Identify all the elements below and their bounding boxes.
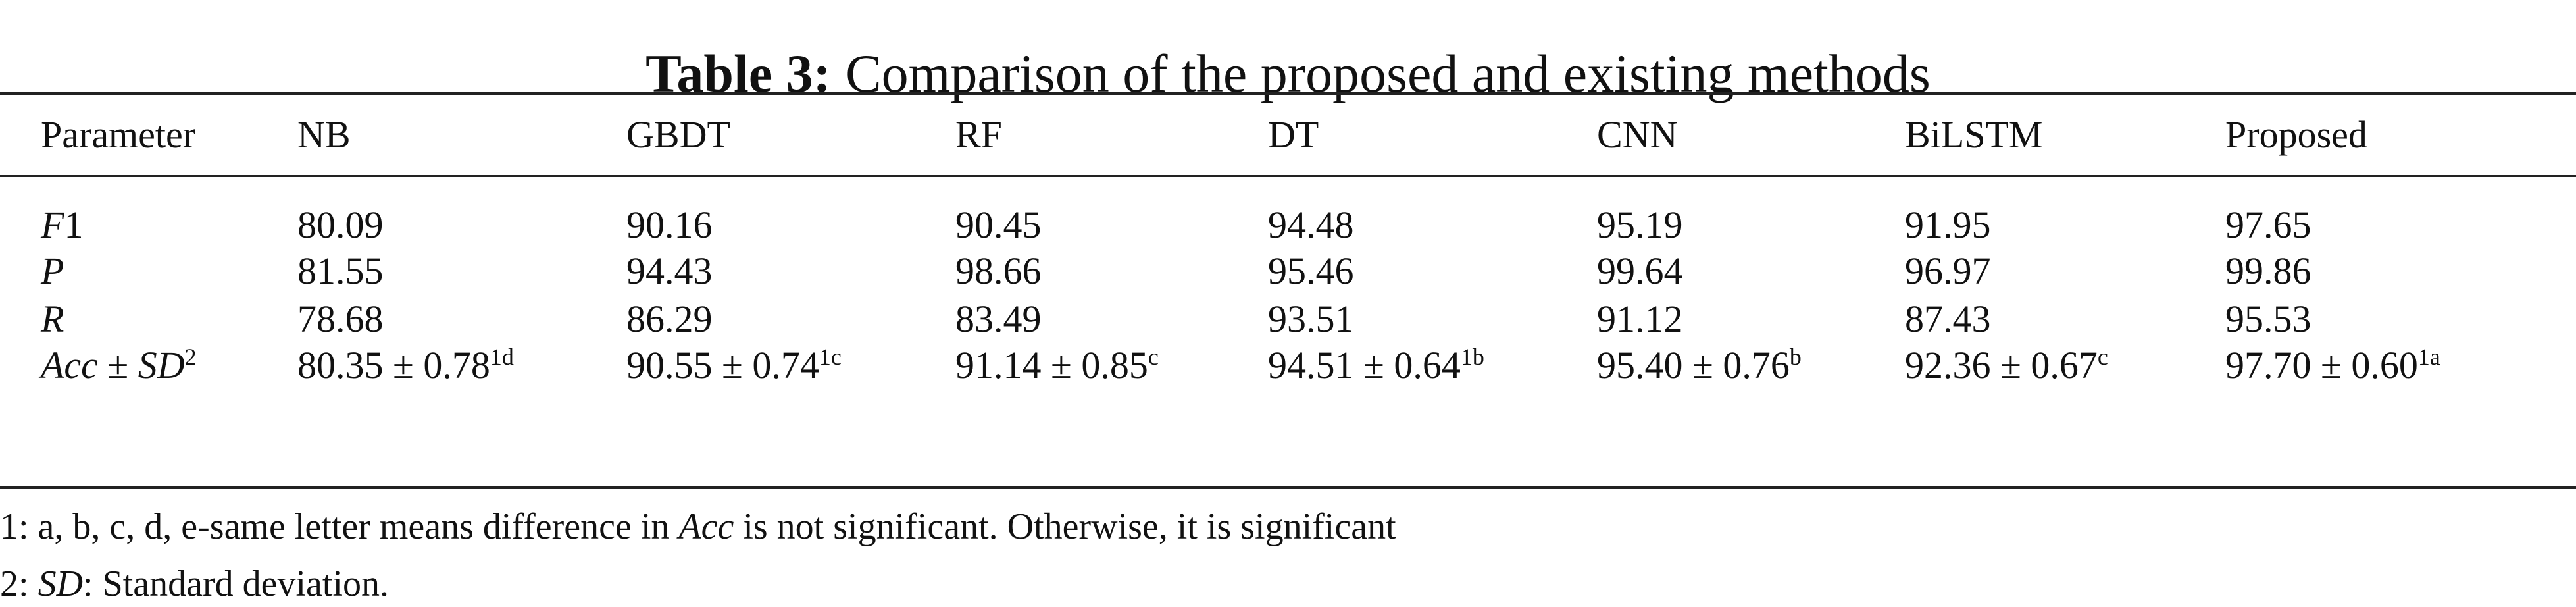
table-cell: 99.86 — [2225, 248, 2311, 294]
table-cell: 83.49 — [955, 296, 1042, 342]
footnote: 2: SD: Standard deviation. — [0, 561, 389, 607]
table-cell: 86.29 — [626, 296, 713, 342]
table-cell: 96.97 — [1905, 248, 1991, 294]
header-cell: BiLSTM — [1905, 113, 2043, 156]
cell-value: 80.09 — [297, 203, 384, 246]
header-cell: Parameter — [41, 113, 196, 156]
row-label: P — [41, 248, 64, 294]
text-piece: Acc — [41, 344, 98, 386]
footnote: 1: a, b, c, d, e-same letter means diffe… — [0, 504, 1396, 550]
cell-value: 95.46 — [1268, 250, 1354, 292]
cell-value: 94.43 — [626, 250, 713, 292]
top-rule — [0, 92, 2576, 95]
header-cell: NB — [297, 113, 351, 156]
cell-value: 90.55 ± 0.74 — [626, 344, 819, 386]
table-cell: 80.35 ± 0.781d — [297, 342, 514, 393]
text-piece: P — [41, 250, 64, 292]
table-cell: 80.09 — [297, 202, 384, 248]
cell-value: 94.51 ± 0.64 — [1268, 344, 1461, 386]
text-piece: Acc — [678, 506, 734, 547]
cell-value: 95.19 — [1597, 203, 1683, 246]
cell-superscript: 1a — [2417, 344, 2440, 371]
text-piece: R — [41, 298, 64, 340]
cell-value: 86.29 — [626, 298, 713, 340]
bottom-rule — [0, 486, 2576, 489]
table-cell: 94.43 — [626, 248, 713, 294]
cell-value: 80.35 ± 0.78 — [297, 344, 490, 386]
cell-superscript: 1b — [1460, 344, 1484, 371]
header-cell: Proposed — [2225, 113, 2367, 156]
cell-value: 91.12 — [1597, 298, 1683, 340]
text-piece: is not significant. Otherwise, it is sig… — [734, 506, 1396, 547]
cell-value: 83.49 — [955, 298, 1042, 340]
text-piece: F — [41, 203, 64, 246]
text-piece: ± — [97, 344, 138, 386]
cell-value: 91.95 — [1905, 203, 1991, 246]
table-cell: 91.95 — [1905, 202, 1991, 248]
table-cell: 87.43 — [1905, 296, 1991, 342]
table-cell: 94.51 ± 0.641b — [1268, 342, 1484, 393]
table-cell: 94.48 — [1268, 202, 1354, 248]
table-cell: 99.64 — [1597, 248, 1683, 294]
cell-superscript: 1c — [819, 344, 842, 371]
cell-value: 91.14 ± 0.85 — [955, 344, 1148, 386]
cell-value: 87.43 — [1905, 298, 1991, 340]
header-cell: GBDT — [626, 113, 730, 156]
cell-value: 78.68 — [297, 298, 384, 340]
table-cell: 93.51 — [1268, 296, 1354, 342]
cell-value: 96.97 — [1905, 250, 1991, 292]
cell-value: 95.53 — [2225, 298, 2311, 340]
text-piece: SD — [38, 564, 84, 604]
cell-value: 97.70 ± 0.60 — [2225, 344, 2418, 386]
cell-superscript: 1d — [490, 344, 514, 371]
table-title: Table 3: Comparison of the proposed and e… — [0, 41, 2576, 107]
table-cell: 95.53 — [2225, 296, 2311, 342]
header-cell: CNN — [1597, 113, 1678, 156]
cell-value: 94.48 — [1268, 203, 1354, 246]
table-cell: 78.68 — [297, 296, 384, 342]
text-piece: 1: a, b, c, d, e-same letter means diffe… — [0, 506, 679, 547]
text-piece: 2: — [0, 564, 38, 604]
cell-value: 93.51 — [1268, 298, 1354, 340]
table-cell: 97.65 — [2225, 202, 2311, 248]
table-cell: 90.55 ± 0.741c — [626, 342, 842, 393]
text-piece: 1 — [64, 203, 84, 246]
cell-value: 98.66 — [955, 250, 1042, 292]
table-cell: 90.16 — [626, 202, 713, 248]
table-cell: 81.55 — [297, 248, 384, 294]
cell-value: 92.36 ± 0.67 — [1905, 344, 2098, 386]
table-cell: 98.66 — [955, 248, 1042, 294]
text-piece: SD — [138, 344, 185, 386]
cell-value: 99.64 — [1597, 250, 1683, 292]
table-cell: 95.46 — [1268, 248, 1354, 294]
cell-superscript: c — [2097, 344, 2108, 371]
cell-value: 81.55 — [297, 250, 384, 292]
cell-value: 97.65 — [2225, 203, 2311, 246]
cell-value: 99.86 — [2225, 250, 2311, 292]
table-cell: 90.45 — [955, 202, 1042, 248]
header-cell: RF — [955, 113, 1002, 156]
text-piece: : Standard deviation. — [83, 564, 390, 604]
cell-value: 90.16 — [626, 203, 713, 246]
table-cell: 95.19 — [1597, 202, 1683, 248]
header-rule — [0, 175, 2576, 177]
cell-value: 95.40 ± 0.76 — [1597, 344, 1790, 386]
row-label: Acc ± SD2 — [41, 342, 197, 393]
row-label: R — [41, 296, 64, 342]
cell-superscript: c — [1148, 344, 1159, 371]
table-cell: 97.70 ± 0.601a — [2225, 342, 2440, 393]
header-cell: DT — [1268, 113, 1319, 156]
cell-value: 90.45 — [955, 203, 1042, 246]
table-cell: 91.12 — [1597, 296, 1683, 342]
table-cell: 95.40 ± 0.76b — [1597, 342, 1802, 393]
table-cell: 91.14 ± 0.85c — [955, 342, 1159, 393]
row-label: F1 — [41, 202, 83, 248]
table-cell: 92.36 ± 0.67c — [1905, 342, 2108, 393]
text-piece: 2 — [184, 344, 197, 371]
cell-superscript: b — [1789, 344, 1802, 371]
